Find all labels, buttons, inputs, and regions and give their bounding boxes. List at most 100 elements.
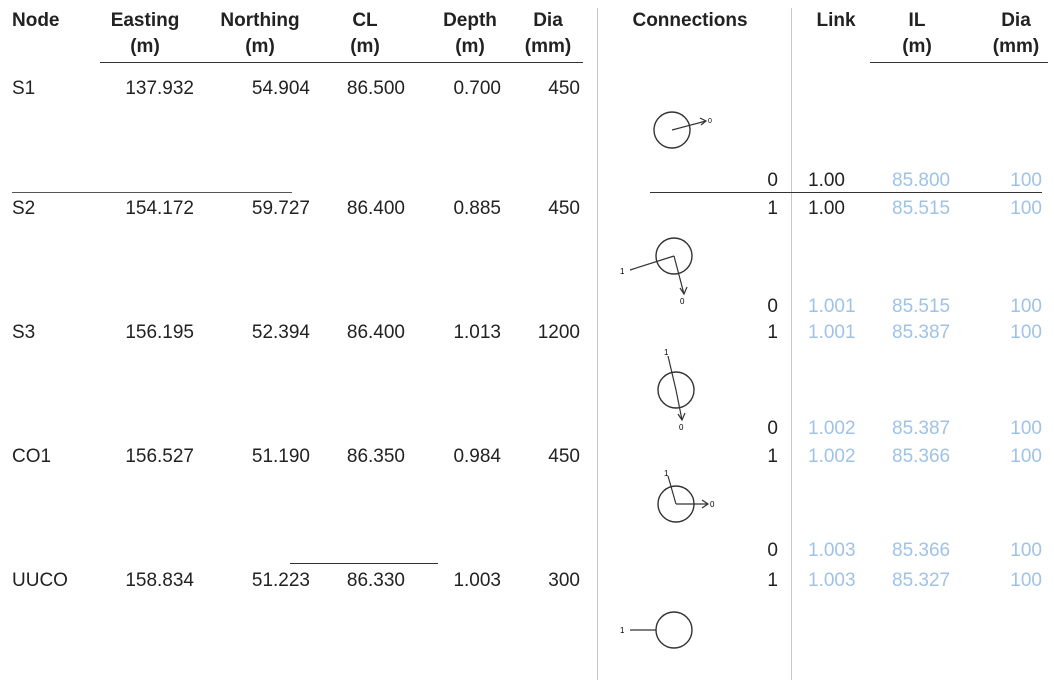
row-s3-northing: 52.394 (251, 322, 310, 343)
row-s2-port-0: 0 (767, 296, 778, 317)
co1-inlet-line (667, 475, 677, 505)
row-uuco-node: UUCO (12, 570, 68, 591)
header-rule-right (870, 62, 1048, 63)
row-co1-link-0: 1.003 (808, 540, 856, 561)
row-s2-cl: 86.400 (346, 198, 405, 219)
row-s1-northing: 54.904 (251, 78, 310, 99)
row-s1-depth: 0.700 (453, 78, 501, 99)
s3-outlet-arrow (675, 389, 683, 421)
s2-inlet-line (629, 255, 675, 271)
row-s2-node: S2 (12, 198, 36, 219)
header-il: IL (m) (872, 10, 962, 58)
s3-outlet-label: 0 (679, 423, 684, 432)
row-co1-rule (290, 563, 438, 564)
row-co1-dia-1: 100 (1010, 446, 1042, 467)
row-s3-dia-1: 100 (1010, 322, 1042, 343)
row-uuco-cl: 86.330 (346, 570, 405, 591)
s2-manhole-circle (655, 237, 693, 275)
row-s2-depth: 0.885 (453, 198, 501, 219)
row-s3-dia-0: 100 (1010, 418, 1042, 439)
header-dia-label: Dia (533, 10, 563, 31)
s1-outlet-arrow (671, 120, 707, 131)
s2-outlet-arrow (673, 255, 685, 295)
s3-arrowhead (677, 412, 686, 422)
uuco-connection-diagram: 1 (620, 611, 693, 649)
header-dia-2: Dia (mm) (986, 10, 1046, 58)
row-s1-cl: 86.500 (346, 78, 405, 99)
row-co1-depth: 0.984 (453, 446, 501, 467)
row-co1-il-1: 85.366 (892, 446, 951, 467)
header-easting: Easting (m) (100, 10, 190, 58)
header-node: Node (12, 10, 60, 31)
row-s1-rule (12, 192, 292, 193)
column-divider-right (791, 8, 792, 680)
row-s1-dia-0: 100 (1010, 170, 1042, 191)
row-s1-easting: 137.932 (125, 78, 194, 99)
header-depth: Depth (m) (430, 10, 510, 58)
header-depth-unit: (m) (455, 36, 485, 57)
s1-arrowhead (699, 117, 708, 126)
header-dia2-unit: (mm) (992, 36, 1040, 57)
co1-outlet-label: 0 (710, 500, 715, 509)
row-s2-dia-1: 100 (1010, 198, 1042, 219)
s2-inlet-label: 1 (620, 267, 625, 276)
row-co1-dia-0: 100 (1010, 540, 1042, 561)
row-s1-port-0: 0 (767, 170, 778, 191)
row-uuco-easting: 158.834 (125, 570, 194, 591)
row-uuco-link-1: 1.003 (808, 570, 856, 591)
header-dia: Dia (mm) (518, 10, 578, 58)
row-s3-node: S3 (12, 322, 36, 343)
header-cl: CL (m) (330, 10, 400, 58)
header-il-unit: (m) (902, 36, 932, 57)
header-link: Link (816, 10, 856, 31)
row-s3-easting: 156.195 (125, 322, 194, 343)
row-uuco-dia: 300 (548, 570, 580, 591)
row-uuco-northing: 51.223 (251, 570, 310, 591)
row-s1-il-0: 85.800 (892, 170, 951, 191)
row-co1-node: CO1 (12, 446, 52, 467)
uuco-manhole-circle (655, 611, 693, 649)
row-s2-northing: 59.727 (251, 198, 310, 219)
co1-inlet-label: 1 (664, 470, 669, 478)
header-cl-unit: (m) (350, 36, 380, 57)
row-co1-northing: 51.190 (251, 446, 310, 467)
row-s2-link-0: 1.001 (808, 296, 856, 317)
row-s3-dia: 1200 (537, 322, 580, 343)
row-s1-link-0: 1.00 (808, 170, 845, 191)
s3-manhole-circle (657, 371, 695, 409)
row-s2-dia: 450 (548, 198, 580, 219)
header-dia2-label: Dia (1001, 10, 1031, 31)
header-rule (100, 62, 583, 63)
row-uuco-il-1: 85.327 (892, 570, 951, 591)
s1-outlet-label: 0 (708, 118, 712, 125)
header-northing-unit: (m) (245, 36, 275, 57)
row-s2-dia-0: 100 (1010, 296, 1042, 317)
s3-inlet-line (667, 355, 677, 391)
s1-manhole-circle (653, 111, 691, 149)
row-uuco-dia-1: 100 (1010, 570, 1042, 591)
column-divider-left (597, 8, 598, 680)
s3-connection-diagram: 1 0 (657, 348, 695, 432)
row-s2-il-0: 85.515 (892, 296, 951, 317)
row-s1-dia: 450 (548, 78, 580, 99)
header-connections: Connections (632, 10, 748, 31)
row-co1-port-0: 0 (767, 540, 778, 561)
row-co1-link-1: 1.002 (808, 446, 856, 467)
s2-connection-diagram: 1 0 (620, 237, 693, 306)
row-s2-il-1: 85.515 (892, 198, 951, 219)
row-s1-rule-right (650, 192, 1042, 193)
row-uuco-port-1: 1 (767, 570, 778, 591)
row-s3-link-0: 1.002 (808, 418, 856, 439)
row-co1-port-1: 1 (767, 446, 778, 467)
row-s1-node: S1 (12, 78, 36, 99)
header-easting-unit: (m) (130, 36, 160, 57)
co1-connection-diagram: 1 0 (657, 470, 715, 523)
uuco-inlet-label: 1 (620, 626, 625, 635)
header-easting-label: Easting (110, 10, 180, 31)
header-dia-unit: (mm) (524, 36, 572, 57)
row-co1-easting: 156.527 (125, 446, 194, 467)
row-s3-il-1: 85.387 (892, 322, 951, 343)
row-s3-il-0: 85.387 (892, 418, 951, 439)
row-s3-port-1: 1 (767, 322, 778, 343)
